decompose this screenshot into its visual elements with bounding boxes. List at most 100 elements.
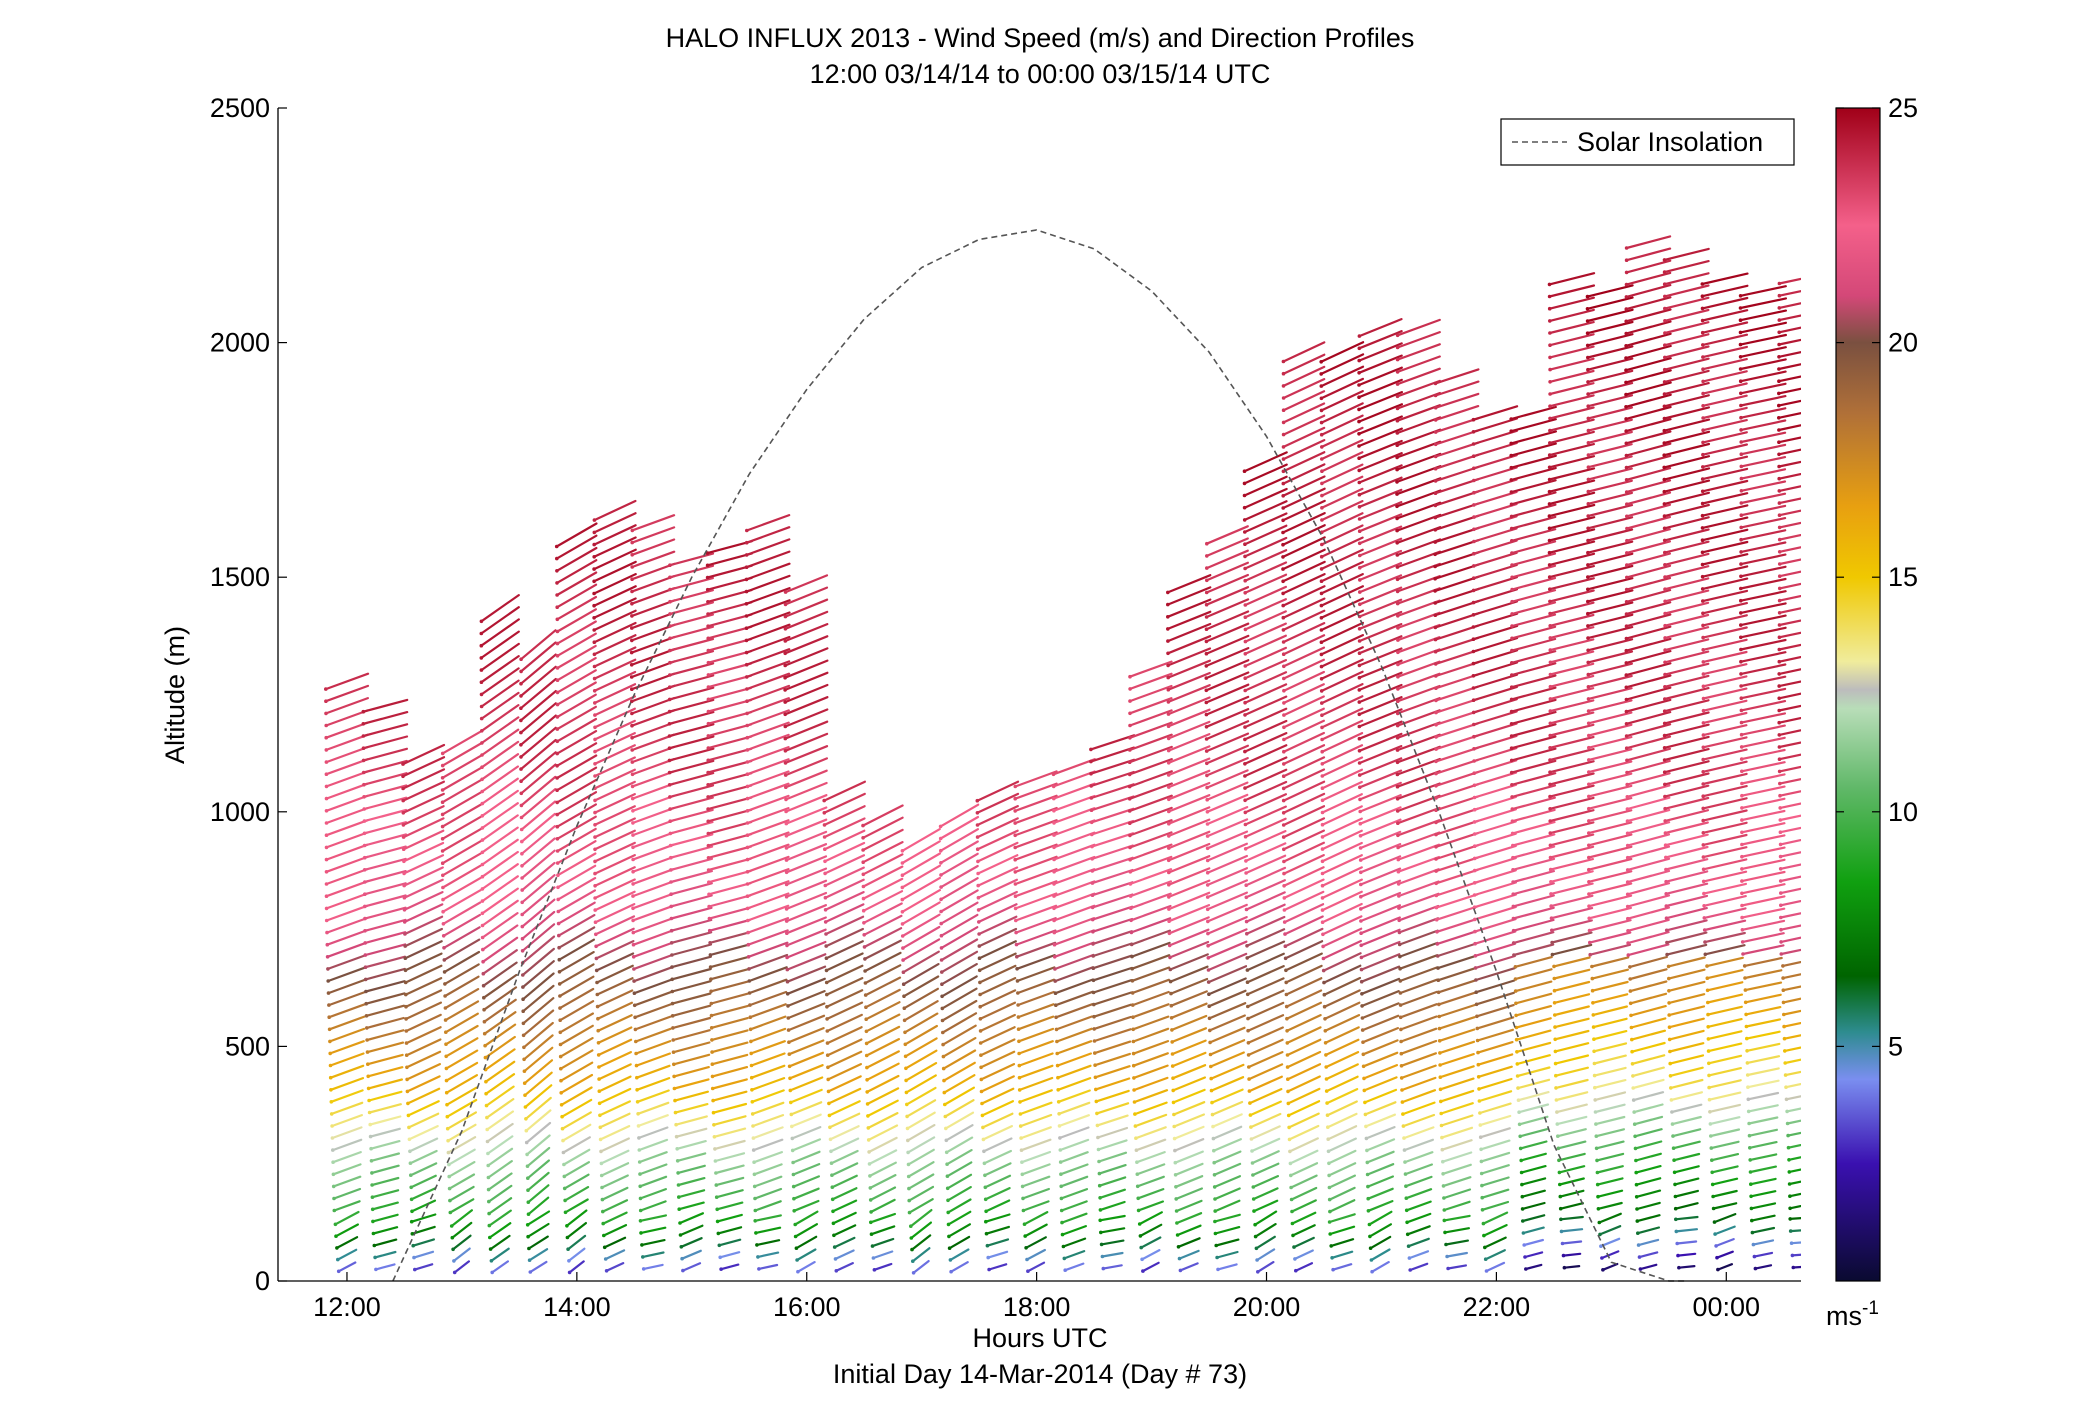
wind-arrow-head xyxy=(706,600,710,604)
wind-arrow xyxy=(630,623,676,642)
wind-arrow xyxy=(325,758,369,776)
wind-arrow-head xyxy=(1554,1086,1558,1090)
wind-arrow-head xyxy=(1777,684,1781,688)
wind-arrow xyxy=(555,754,598,780)
wind-arrow xyxy=(1701,394,1748,407)
wind-arrow xyxy=(1054,1003,1094,1019)
wind-arrow-head xyxy=(1662,538,1667,543)
wind-arrow-head xyxy=(1777,720,1781,725)
wind-arrow-head xyxy=(1777,476,1781,481)
wind-arrow xyxy=(1408,1250,1430,1260)
wind-arrow-head xyxy=(1368,1234,1372,1239)
wind-arrow xyxy=(748,966,788,983)
wind-arrow xyxy=(631,892,675,910)
wind-arrow xyxy=(445,1074,478,1094)
wind-arrow xyxy=(1668,1017,1705,1029)
wind-arrow-head xyxy=(593,823,597,827)
wind-arrow-head xyxy=(410,1232,415,1236)
wind-arrow-head xyxy=(1677,1265,1681,1270)
wind-arrow xyxy=(1014,782,1058,800)
wind-arrow xyxy=(1363,1088,1398,1104)
wind-arrow xyxy=(1244,598,1287,619)
wind-arrow-head xyxy=(1436,990,1441,995)
wind-arrow xyxy=(593,695,637,717)
wind-arrow xyxy=(1475,979,1516,994)
wind-arrow-head xyxy=(1281,432,1286,437)
wind-arrow-head xyxy=(1243,688,1247,693)
wind-arrow xyxy=(1510,601,1557,616)
wind-arrow-head xyxy=(1433,564,1437,569)
wind-arrow xyxy=(1778,753,1801,761)
wind-arrow xyxy=(1635,1189,1662,1198)
wind-arrow-head xyxy=(1056,1100,1061,1104)
wind-arrow xyxy=(1434,807,1480,824)
wind-arrow-head xyxy=(559,1103,564,1107)
wind-arrow-head xyxy=(1089,796,1094,800)
wind-arrow xyxy=(901,901,941,926)
wind-arrow-head xyxy=(1587,819,1591,823)
wind-arrow-head xyxy=(1128,748,1132,752)
wind-arrow-head xyxy=(410,1209,414,1214)
wind-arrow-head xyxy=(1282,737,1286,742)
wind-arrow-head xyxy=(1177,1256,1182,1261)
wind-arrow-head xyxy=(1327,1161,1331,1166)
wind-arrow-head xyxy=(1281,835,1286,839)
wind-arrow-head xyxy=(1168,979,1173,984)
wind-arrow-head xyxy=(667,758,672,763)
wind-arrow-head xyxy=(744,614,749,618)
wind-arrow-head xyxy=(1630,1037,1634,1042)
wind-arrow xyxy=(716,1213,743,1223)
wind-arrow-head xyxy=(592,603,596,608)
wind-arrow-head xyxy=(1017,1075,1022,1080)
wind-arrow xyxy=(707,662,753,677)
wind-arrow xyxy=(1587,772,1633,786)
wind-arrow-head xyxy=(1209,1076,1213,1081)
wind-arrow-head xyxy=(1052,882,1056,886)
wind-arrow-head xyxy=(744,650,749,655)
wind-arrow-head xyxy=(1320,445,1324,449)
wind-arrow xyxy=(1018,1089,1053,1104)
wind-arrow xyxy=(409,1162,438,1177)
wind-arrow xyxy=(1292,1236,1315,1249)
wind-arrow xyxy=(901,925,941,950)
wind-arrow xyxy=(1778,765,1801,773)
wind-arrow-head xyxy=(1783,1061,1787,1065)
wind-arrow-head xyxy=(526,1212,531,1216)
wind-arrow-head xyxy=(1476,1050,1480,1055)
wind-arrow-head xyxy=(1599,1244,1603,1248)
wind-arrow xyxy=(1321,817,1363,839)
wind-arrow-head xyxy=(1320,786,1325,790)
wind-arrow xyxy=(1740,516,1787,529)
wind-arrow xyxy=(631,526,676,544)
wind-arrow xyxy=(1136,1163,1166,1176)
wind-arrow-head xyxy=(1785,1109,1789,1114)
wind-arrow-head xyxy=(1166,736,1171,741)
wind-arrow xyxy=(519,665,557,698)
wind-arrow xyxy=(1586,613,1634,628)
wind-arrow-head xyxy=(975,847,980,851)
wind-arrow xyxy=(521,947,556,977)
wind-arrow xyxy=(1400,1052,1438,1067)
wind-arrow-head xyxy=(749,1075,754,1080)
wind-arrow-head xyxy=(1663,306,1667,311)
wind-arrow-head xyxy=(630,577,634,581)
wind-arrow-head xyxy=(1748,1146,1752,1150)
wind-arrow-head xyxy=(789,1100,793,1105)
wind-arrow-head xyxy=(1668,1061,1672,1066)
wind-arrow-head xyxy=(861,860,865,864)
wind-arrow-head xyxy=(1476,1062,1481,1067)
wind-arrow xyxy=(1437,979,1477,994)
wind-arrow-head xyxy=(1324,1077,1329,1081)
wind-arrow-head xyxy=(1626,916,1630,921)
wind-arrow xyxy=(325,721,369,739)
wind-arrow-head xyxy=(783,590,788,594)
wind-arrow xyxy=(1511,808,1556,823)
wind-arrow xyxy=(1057,1089,1091,1103)
wind-arrow xyxy=(1166,635,1212,655)
wind-arrow xyxy=(862,877,904,900)
wind-arrow xyxy=(523,1071,553,1097)
wind-arrow-head xyxy=(1246,1041,1251,1045)
wind-arrow xyxy=(745,599,791,618)
wind-arrow xyxy=(1590,956,1630,968)
wind-arrow-head xyxy=(1244,895,1249,900)
